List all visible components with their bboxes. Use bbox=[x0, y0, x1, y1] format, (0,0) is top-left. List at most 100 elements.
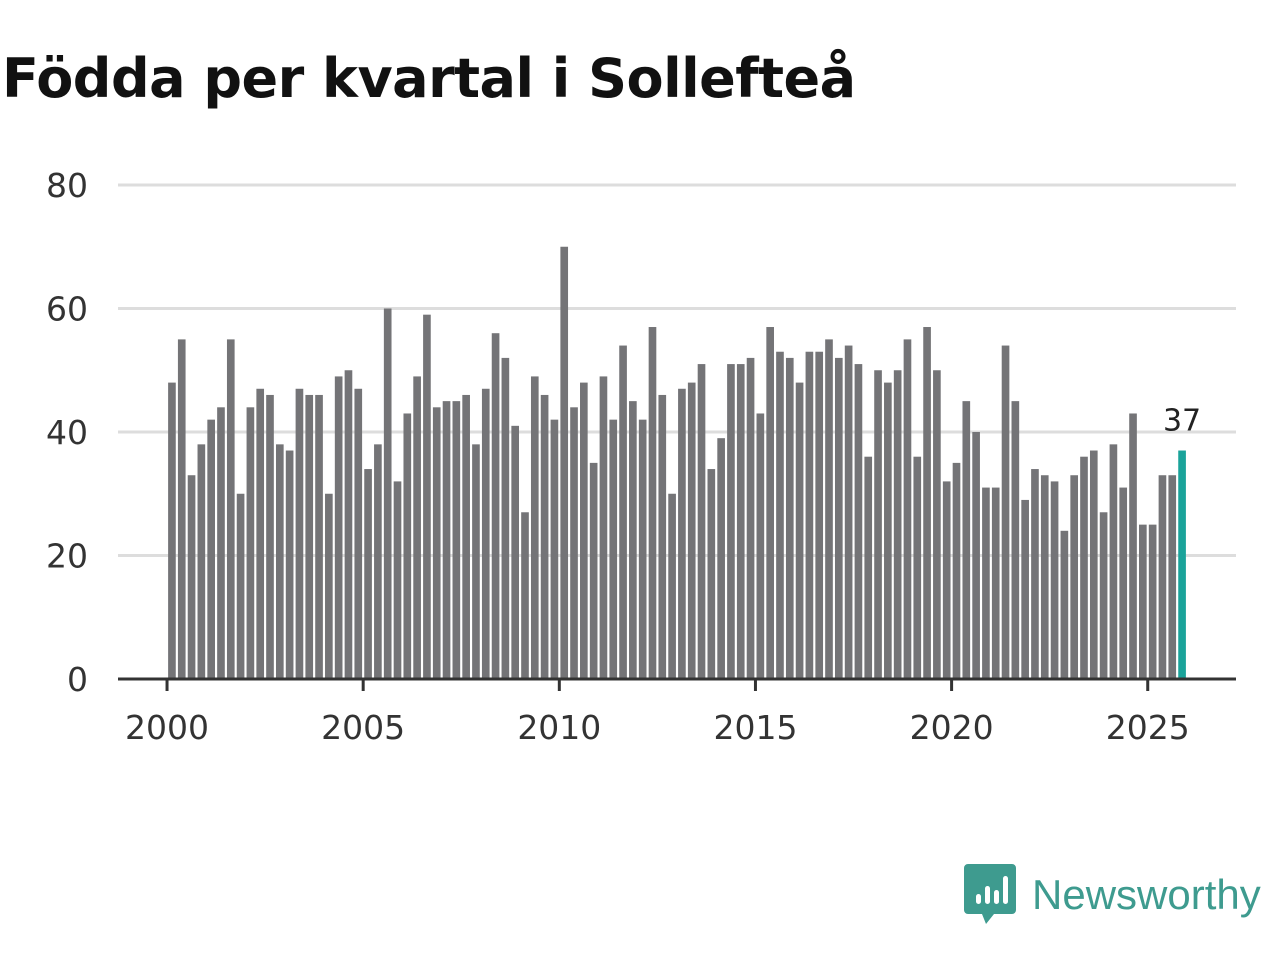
bar bbox=[521, 512, 529, 679]
bar bbox=[1139, 524, 1147, 680]
bar bbox=[805, 351, 814, 679]
x-tick-label-2020: 2020 bbox=[910, 708, 994, 747]
x-tick-label-2005: 2005 bbox=[321, 708, 405, 747]
bar bbox=[766, 327, 774, 679]
y-tick-label-20: 20 bbox=[46, 537, 88, 576]
bar bbox=[1158, 475, 1167, 679]
bar bbox=[491, 333, 500, 679]
bar bbox=[687, 382, 696, 679]
bar bbox=[1011, 401, 1020, 680]
data-labels: 37 bbox=[1163, 404, 1201, 439]
bar bbox=[815, 351, 824, 679]
bar bbox=[952, 462, 961, 680]
bar bbox=[884, 382, 892, 679]
bar bbox=[589, 462, 598, 680]
bar bbox=[736, 364, 745, 679]
bar bbox=[785, 357, 794, 679]
bar bbox=[177, 339, 186, 680]
bar bbox=[638, 419, 647, 679]
bar bbox=[1040, 475, 1049, 679]
bar bbox=[393, 481, 402, 679]
bar bbox=[187, 475, 196, 679]
bar bbox=[629, 401, 637, 680]
bar bbox=[423, 314, 431, 679]
bar bbox=[501, 357, 510, 679]
bar bbox=[383, 308, 392, 679]
bar bbox=[256, 388, 265, 679]
brand-logo: Newsworthy bbox=[964, 864, 1261, 926]
bar bbox=[334, 376, 343, 679]
bar bbox=[668, 493, 676, 679]
bar bbox=[1119, 487, 1128, 679]
bar bbox=[530, 376, 539, 679]
bar bbox=[1129, 413, 1137, 679]
bar bbox=[923, 327, 931, 679]
bar bbox=[864, 456, 873, 679]
bar bbox=[315, 394, 323, 679]
bar bbox=[452, 401, 461, 680]
x-tick-label-2000: 2000 bbox=[125, 708, 209, 747]
bar-highlight bbox=[1178, 450, 1186, 679]
bar bbox=[648, 327, 657, 679]
bar bbox=[305, 394, 314, 679]
bar bbox=[1148, 524, 1157, 680]
bar bbox=[933, 370, 941, 679]
bar bbox=[550, 419, 559, 679]
bar bbox=[580, 382, 588, 679]
bar bbox=[834, 357, 843, 679]
bar bbox=[472, 444, 480, 679]
y-tick-label-60: 60 bbox=[46, 290, 88, 329]
y-axis-ticks: 0 20 40 60 80 bbox=[46, 166, 88, 699]
bar bbox=[776, 351, 784, 679]
newsworthy-logo-icon bbox=[964, 864, 1016, 924]
bar bbox=[972, 432, 980, 679]
bar bbox=[246, 407, 255, 679]
bar bbox=[697, 364, 706, 679]
y-tick-label-80: 80 bbox=[46, 166, 88, 205]
bar bbox=[540, 394, 549, 679]
bar bbox=[1089, 450, 1098, 679]
bar bbox=[913, 456, 922, 679]
bar bbox=[285, 450, 294, 679]
bar bbox=[991, 487, 1000, 679]
bar bbox=[1070, 475, 1079, 679]
y-tick-label-40: 40 bbox=[46, 413, 88, 452]
bar bbox=[413, 376, 421, 679]
x-tick-label-2010: 2010 bbox=[517, 708, 601, 747]
bars bbox=[168, 246, 1186, 680]
brand-name: Newsworthy bbox=[1032, 871, 1261, 918]
x-tick-label-2025: 2025 bbox=[1106, 708, 1190, 747]
bar bbox=[560, 246, 569, 679]
grid-lines bbox=[118, 183, 1236, 557]
bar bbox=[354, 388, 363, 679]
bar bbox=[403, 413, 412, 679]
bar bbox=[942, 481, 951, 679]
bar bbox=[678, 388, 686, 679]
bar bbox=[844, 345, 853, 679]
bar bbox=[570, 407, 578, 679]
bar bbox=[727, 364, 735, 679]
bar bbox=[462, 394, 470, 679]
bar bbox=[707, 469, 716, 679]
bar bbox=[236, 493, 245, 679]
bar bbox=[481, 388, 490, 679]
bar bbox=[217, 407, 225, 679]
bar bbox=[374, 444, 382, 679]
bar bbox=[1109, 444, 1118, 679]
bar bbox=[893, 370, 902, 679]
bar bbox=[1168, 475, 1177, 679]
bar bbox=[854, 364, 863, 679]
bar bbox=[903, 339, 912, 680]
bar bbox=[1080, 456, 1088, 679]
bar bbox=[275, 444, 284, 679]
bar bbox=[874, 370, 882, 679]
bar bbox=[511, 425, 520, 679]
x-tick-label-2015: 2015 bbox=[713, 708, 797, 747]
bar bbox=[197, 444, 206, 679]
bar bbox=[619, 345, 627, 679]
bar bbox=[1031, 469, 1039, 679]
chart-title: Födda per kvartal i Sollefteå bbox=[2, 47, 856, 110]
data-label-last: 37 bbox=[1163, 404, 1201, 439]
bar bbox=[1001, 345, 1010, 679]
bar bbox=[207, 419, 215, 679]
